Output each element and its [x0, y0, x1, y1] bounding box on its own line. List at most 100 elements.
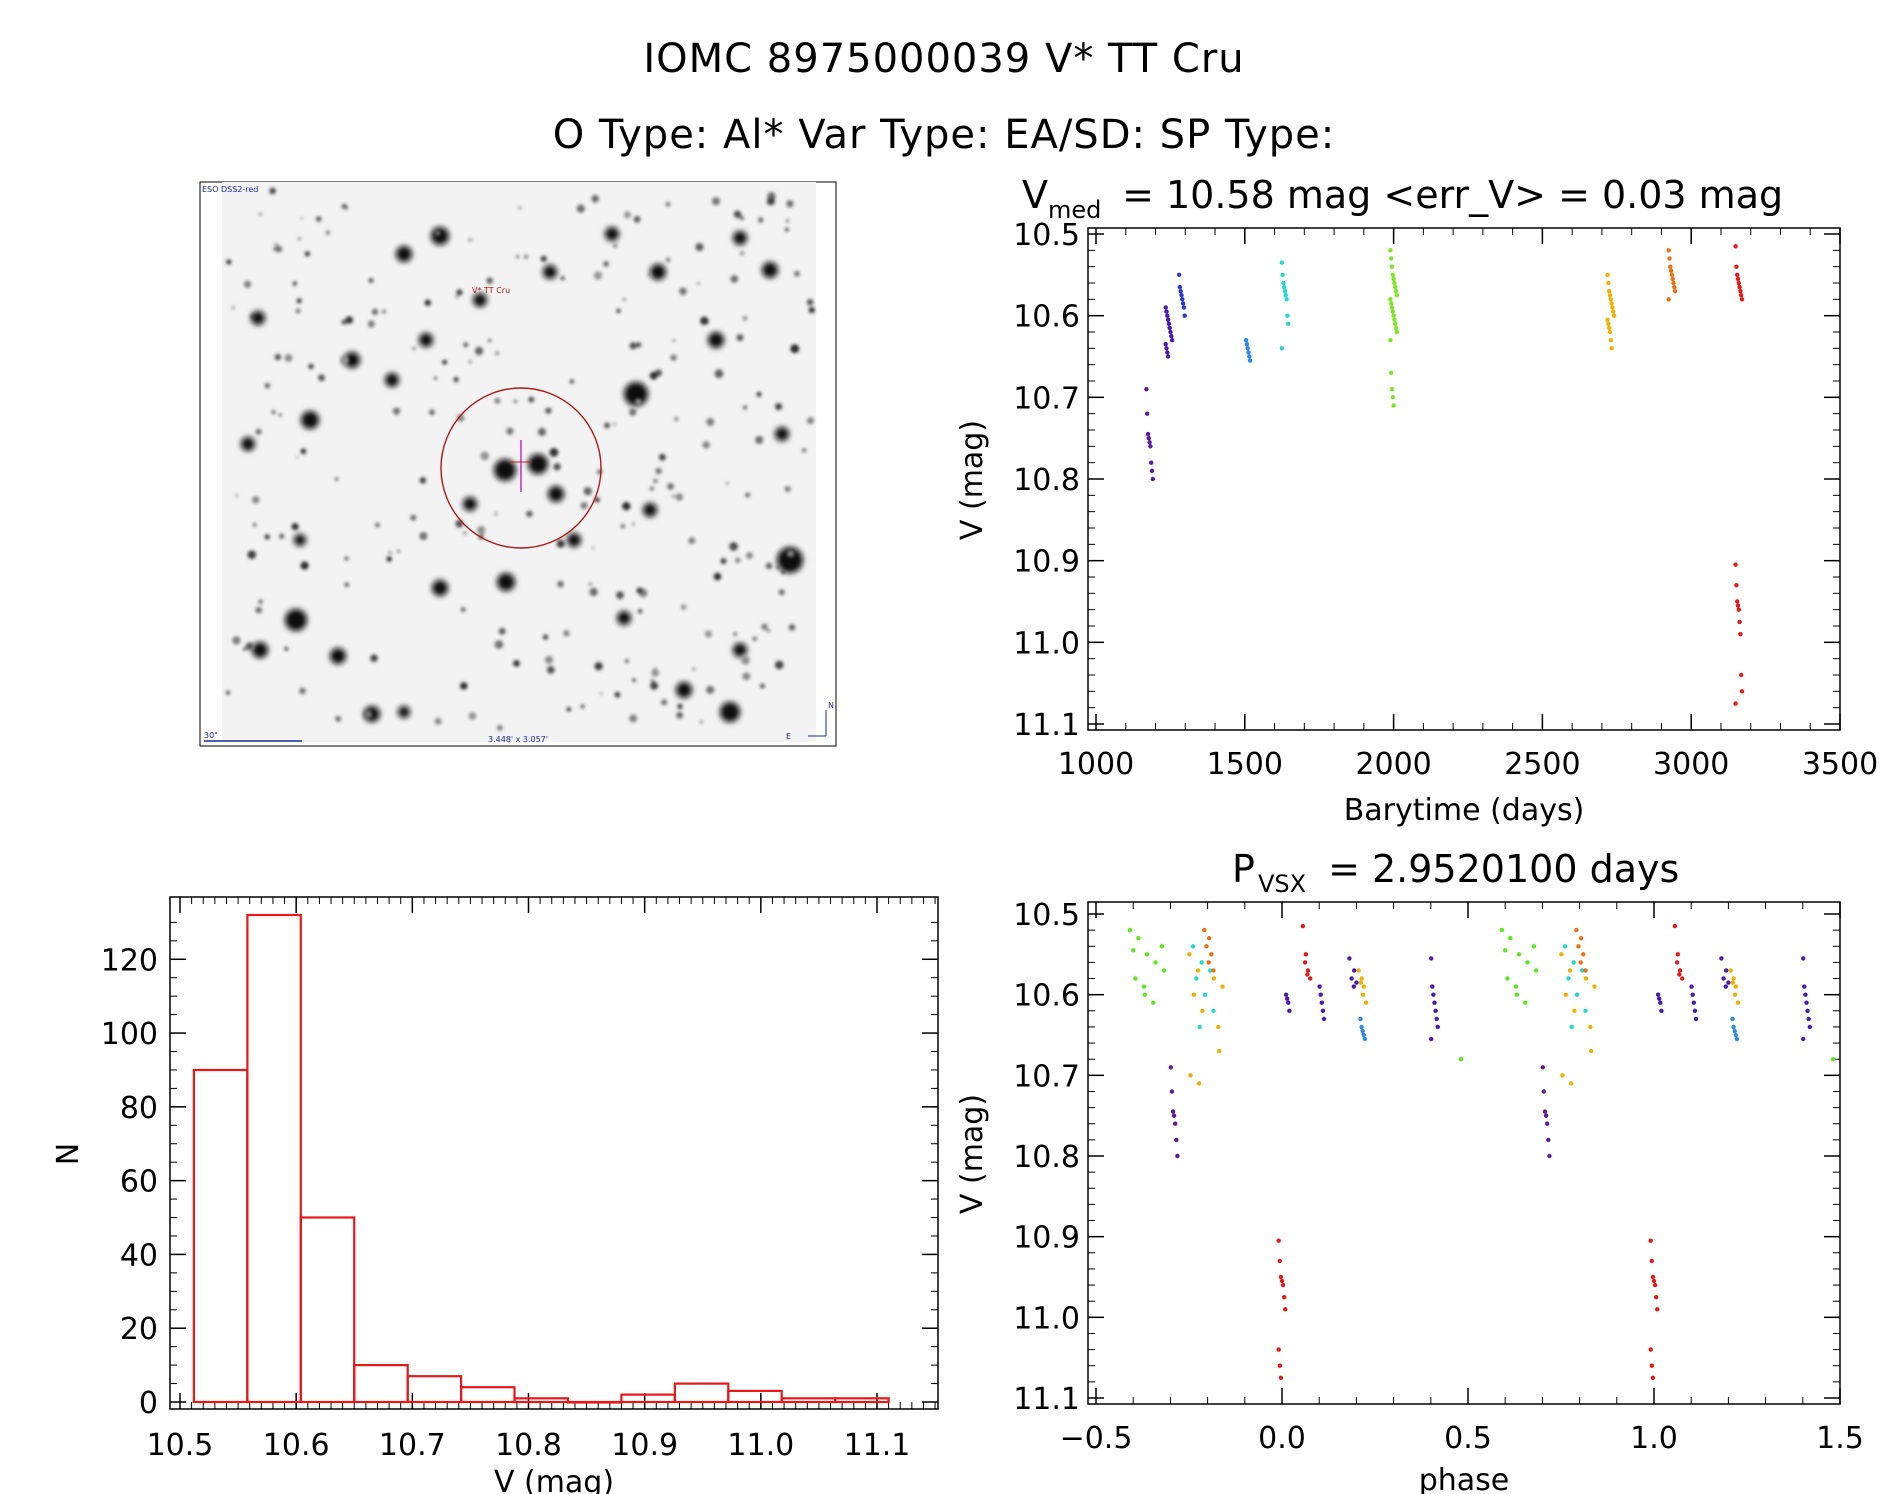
lightcurve-point: [1389, 370, 1394, 375]
phased-point: [1804, 1000, 1809, 1005]
finder-east-label: E: [786, 732, 791, 741]
finder-faint-star: [758, 217, 764, 223]
lightcurve-panel: V med = 10.58 mag <err_V> = 0.03 mag 10.…: [955, 173, 1878, 828]
finder-faint-star: [494, 397, 501, 404]
finder-faint-star: [345, 316, 354, 324]
finder-faint-star: [538, 427, 546, 436]
finder-faint-star: [739, 251, 745, 256]
phased-point: [1136, 936, 1141, 941]
finder-faint-star: [540, 255, 547, 262]
finder-star: [567, 533, 581, 547]
phased-point: [1801, 956, 1806, 961]
finder-faint-star: [264, 383, 271, 389]
phased-point: [1317, 984, 1322, 989]
finder-faint-star: [480, 451, 490, 461]
phased-point: [1362, 1036, 1368, 1042]
phased-point: [1127, 927, 1133, 933]
phased-point: [1730, 980, 1736, 985]
phased-point: [1431, 992, 1436, 997]
phased-point: [1568, 1081, 1574, 1086]
finder-faint-star: [316, 216, 322, 222]
finder-faint-star: [806, 298, 814, 306]
finder-faint-star: [808, 306, 815, 314]
finder-faint-star: [580, 704, 585, 709]
finder-faint-star: [583, 487, 592, 496]
histogram-bar: [566, 1400, 623, 1404]
finder-faint-star: [681, 604, 687, 610]
lightcurve-point: [1393, 284, 1398, 290]
finder-faint-star: [300, 448, 307, 455]
phased-point: [1658, 1000, 1663, 1005]
phased-point: [1217, 1048, 1222, 1054]
lightcurve-point: [1733, 701, 1738, 706]
finder-faint-star: [580, 502, 588, 510]
finder-faint-star: [593, 271, 603, 280]
finder-faint-star: [676, 711, 684, 719]
finder-faint-star: [412, 346, 416, 350]
finder-faint-star: [340, 355, 349, 365]
lightcurve-point: [1147, 440, 1152, 445]
phased-point: [1514, 992, 1520, 997]
phased-point: [1356, 968, 1361, 973]
phased-point: [1351, 984, 1357, 989]
lightcurve-point: [1393, 321, 1398, 326]
finder-faint-star: [802, 448, 807, 453]
finder-faint-star: [528, 396, 535, 403]
phased-point: [1674, 960, 1680, 965]
phased-point: [1803, 992, 1808, 997]
finder-star: [543, 265, 557, 279]
lightcurve-point: [1391, 313, 1396, 318]
finder-faint-star: [776, 565, 780, 570]
lightcurve-point: [1667, 256, 1672, 261]
phased-point: [1574, 992, 1580, 997]
phased-point: [1302, 960, 1308, 965]
lightcurve-point: [1670, 276, 1675, 282]
lightcurve-point: [1389, 256, 1394, 261]
finder-star: [720, 702, 740, 722]
y-tick-label: 10.8: [1013, 1140, 1080, 1175]
phased-point: [1807, 1024, 1813, 1030]
phased-point: [1133, 976, 1138, 981]
finder-faint-star: [699, 720, 703, 724]
finder-survey-label: ESO DSS2-red: [202, 185, 258, 194]
finder-faint-star: [589, 587, 598, 597]
histogram-bar: [780, 1397, 837, 1404]
y-tick-label: 11.0: [1013, 1301, 1080, 1336]
phased-point: [1142, 992, 1148, 997]
finder-faint-star: [252, 496, 260, 504]
finder-faint-star: [775, 403, 783, 411]
phased-point: [1432, 1000, 1437, 1005]
phased-point: [1363, 1000, 1369, 1005]
lightcurve-point: [1393, 289, 1399, 294]
phased-point: [1197, 1024, 1202, 1030]
finder-star: [528, 454, 548, 474]
finder-faint-star: [300, 561, 309, 570]
phased-point: [1657, 996, 1662, 1001]
lightcurve-point: [1389, 301, 1394, 306]
lightcurve-point: [1611, 309, 1616, 314]
finder-star: [285, 609, 307, 631]
finder-faint-star: [296, 455, 299, 459]
phased-point: [1574, 927, 1579, 933]
lightcurve-point: [1392, 317, 1397, 322]
finder-faint-star: [665, 257, 671, 263]
phased-point: [1195, 968, 1201, 973]
phased-point: [1650, 1274, 1656, 1280]
lightcurve-point: [1733, 244, 1738, 249]
lightcurve-point: [1164, 309, 1169, 314]
finder-faint-star: [674, 417, 679, 422]
finder-faint-star: [756, 391, 762, 397]
phased-point: [1562, 944, 1568, 949]
phased-point: [1547, 1153, 1552, 1159]
y-tick-label: 11.1: [1013, 708, 1080, 743]
y-tick-label: 10.9: [1013, 1221, 1080, 1256]
y-tick-label: 10.7: [1013, 1059, 1080, 1094]
phased-point: [1358, 980, 1364, 985]
lightcurve-point: [1180, 297, 1185, 302]
phased-point: [1689, 984, 1694, 989]
lightcurve-point: [1611, 313, 1617, 318]
phased-point: [1732, 992, 1738, 997]
phased-point: [1277, 1258, 1283, 1264]
finder-faint-stars: [225, 187, 815, 731]
histogram-bar: [353, 1363, 409, 1404]
